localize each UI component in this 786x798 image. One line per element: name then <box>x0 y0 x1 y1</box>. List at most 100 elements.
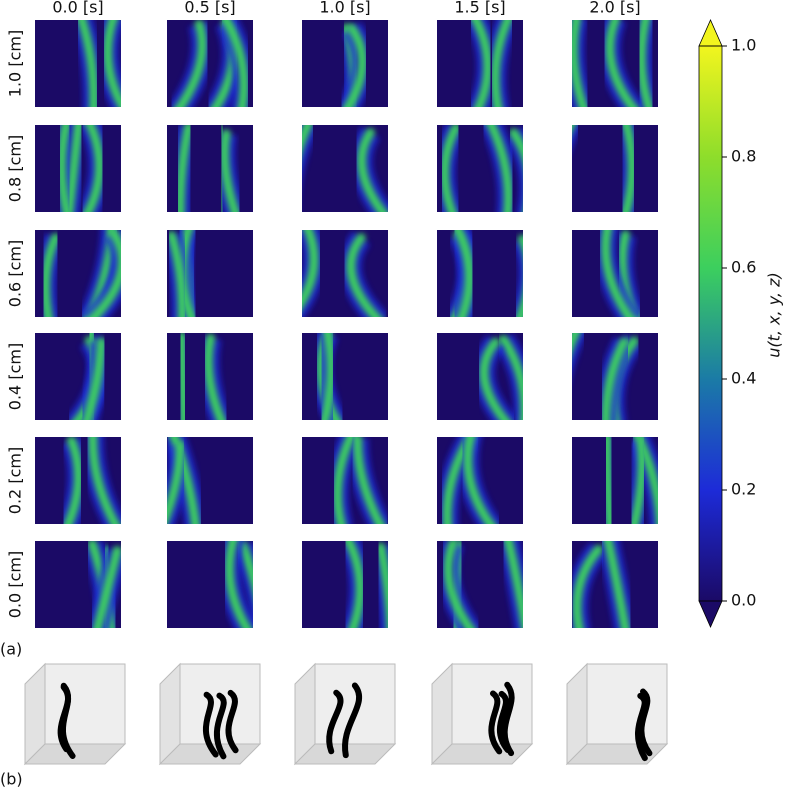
heatmap-panel <box>167 230 253 317</box>
wave-front <box>602 437 615 524</box>
wave-front <box>503 541 523 628</box>
wave-front <box>238 541 253 595</box>
wave-front <box>453 230 475 317</box>
colorbar-label: u(t, x, y, z) <box>765 272 784 358</box>
row-label: 1.0 [cm] <box>6 30 25 97</box>
wave-front <box>572 333 581 353</box>
wave-front <box>353 437 385 524</box>
row-label: 0.4 [cm] <box>6 343 25 410</box>
colorbar-tick-label: 0.6 <box>731 258 756 277</box>
heatmap-panel <box>572 437 658 524</box>
wave-front <box>486 125 513 212</box>
trajectory-3d <box>23 662 127 766</box>
wave-front <box>83 125 104 212</box>
wave-front <box>376 542 388 628</box>
wave-front <box>572 20 589 107</box>
wave-front <box>605 20 639 107</box>
panel-label: (b) <box>0 770 23 789</box>
heatmap-panel <box>572 20 658 107</box>
filament <box>488 690 503 755</box>
heatmap-panel <box>167 333 253 420</box>
heatmap-panel <box>35 125 121 212</box>
wave-front <box>509 128 523 165</box>
column-label: 0.0 [s] <box>52 0 103 17</box>
wave-front <box>357 128 388 212</box>
heatmap-panel <box>437 333 523 420</box>
wave-front <box>320 333 336 420</box>
wave-front <box>174 20 207 107</box>
column-label: 1.5 [s] <box>454 0 505 17</box>
heatmap-panel <box>167 20 253 107</box>
heatmap-panel <box>167 541 253 628</box>
panel-background <box>572 125 658 212</box>
wave-front <box>88 230 121 317</box>
box-back <box>44 663 126 745</box>
wave-front <box>470 20 493 107</box>
heatmap-panel <box>572 230 658 317</box>
row-label: 0.8 [cm] <box>6 135 25 202</box>
wave-front <box>82 337 106 420</box>
heatmap-panel <box>167 125 253 212</box>
trajectory-3d <box>430 662 534 766</box>
heatmap-panel <box>572 125 658 212</box>
heatmap-panel <box>572 541 658 628</box>
wave-halo <box>572 125 583 149</box>
row-label: 0.0 [cm] <box>6 551 25 618</box>
wave-front <box>302 230 319 310</box>
wave-front <box>515 234 523 317</box>
wave-front <box>88 437 121 524</box>
colorbar-tick-label: 1.0 <box>731 36 756 55</box>
wave-front <box>103 20 121 107</box>
wave-front <box>498 334 523 420</box>
wave-front <box>443 541 476 628</box>
filament <box>225 689 239 754</box>
wave-front <box>63 437 83 524</box>
column-label: 1.0 [s] <box>319 0 370 17</box>
wave-front <box>77 20 99 107</box>
wave-front <box>343 541 365 628</box>
heatmap-panel <box>302 333 388 420</box>
filament <box>635 692 648 762</box>
wave-front <box>175 125 194 212</box>
column-label: 0.5 [s] <box>184 0 235 17</box>
filament <box>496 690 511 754</box>
colorbar <box>699 46 722 601</box>
wave-front <box>224 541 252 628</box>
heatmap-panel <box>35 333 121 420</box>
colorbar-tick-label: 0.0 <box>731 591 756 610</box>
wave-front <box>621 125 637 212</box>
wave-front <box>220 129 240 212</box>
heatmap-panel <box>35 20 121 107</box>
wave-front <box>221 20 249 107</box>
heatmap-panel <box>302 230 388 317</box>
heatmap-panel <box>437 541 523 628</box>
box-back <box>586 663 668 745</box>
heatmap-panel <box>437 20 523 107</box>
wave-front <box>463 437 496 524</box>
filament <box>202 691 219 758</box>
wave-front <box>92 546 121 628</box>
wave-front <box>167 441 185 524</box>
wave-front <box>57 125 72 212</box>
colorbar-tick-label: 0.2 <box>731 480 756 499</box>
row-label: 0.6 [cm] <box>6 240 25 307</box>
wave-front <box>440 125 461 212</box>
heatmap-panel <box>437 125 523 212</box>
wave-front <box>302 125 313 154</box>
heatmap-panel <box>35 541 121 628</box>
trajectory-3d <box>158 662 262 766</box>
box-floor <box>23 743 127 765</box>
wave-front <box>342 23 367 107</box>
heatmap-panel <box>35 437 121 524</box>
wave-front <box>572 544 603 628</box>
wave-front <box>572 125 576 132</box>
wave-front <box>636 20 654 107</box>
heatmap-panel <box>572 333 658 420</box>
wave-front <box>601 230 635 317</box>
wave-front <box>176 333 189 420</box>
colorbar-extend-max <box>698 19 723 47</box>
colorbar-frame <box>698 45 723 602</box>
heatmap-panel <box>302 541 388 628</box>
panel-label: (a) <box>0 640 22 659</box>
